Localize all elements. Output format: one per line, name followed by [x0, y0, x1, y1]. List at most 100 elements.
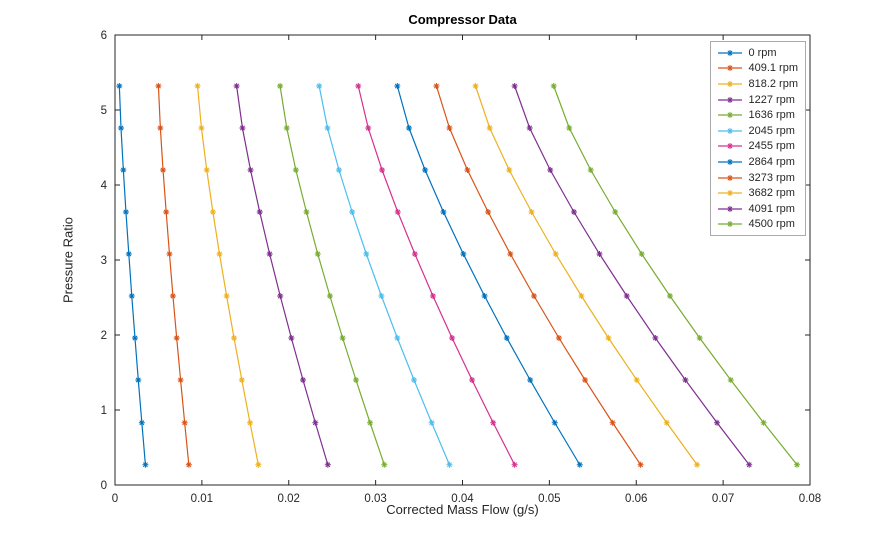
legend-label: 0 rpm [748, 46, 777, 59]
series-marker [132, 335, 138, 341]
series-marker [429, 420, 435, 426]
series-marker [353, 377, 359, 383]
legend-label: 1227 rpm [748, 93, 795, 106]
series-marker [381, 462, 387, 468]
series-4091-rpm [511, 83, 753, 468]
series-marker [239, 125, 245, 131]
series-line [157, 85, 190, 465]
series-marker [178, 377, 184, 383]
legend-item: 3273 rpm [717, 170, 798, 186]
series-marker [257, 209, 263, 215]
series-marker [231, 335, 237, 341]
series-marker [378, 293, 384, 299]
series-marker [761, 420, 767, 426]
series-marker [267, 251, 273, 257]
series-marker [395, 209, 401, 215]
series-marker [166, 251, 172, 257]
series-marker [411, 377, 417, 383]
x-tick-label: 0.02 [278, 493, 300, 505]
series-marker [610, 420, 616, 426]
legend-item: 2864 rpm [717, 154, 798, 170]
legend-line-marker-icon [718, 190, 743, 197]
series-marker [349, 209, 355, 215]
legend-item: 4500 rpm [717, 217, 798, 233]
series-4500-rpm [550, 83, 800, 468]
series-line [435, 85, 642, 466]
legend-line-marker-icon [718, 80, 743, 87]
series-1636-rpm [277, 83, 388, 468]
series-marker [157, 125, 163, 131]
series-marker [135, 377, 141, 383]
y-tick-label: 0 [101, 480, 107, 492]
x-tick-label: 0.01 [191, 493, 213, 505]
series-marker [728, 377, 734, 383]
legend-item: 1227 rpm [717, 92, 798, 108]
series-marker [210, 209, 216, 215]
x-tick-label: 0.04 [451, 493, 474, 505]
series-line [279, 85, 385, 465]
series-3273-rpm [433, 83, 644, 468]
series-marker [139, 420, 145, 426]
x-tick-label: 0.07 [712, 493, 734, 505]
series-marker [571, 209, 577, 215]
series-marker [336, 167, 342, 173]
series-marker [746, 462, 752, 468]
series-marker [597, 251, 602, 257]
series-marker [556, 335, 562, 341]
series-marker [529, 209, 535, 215]
series-marker [664, 420, 670, 426]
series-line [514, 85, 750, 466]
series-marker [464, 167, 470, 173]
y-tick-label: 3 [101, 255, 107, 267]
series-marker [547, 167, 553, 173]
series-marker [440, 209, 446, 215]
legend-label: 818.2 rpm [748, 77, 798, 90]
series-marker [394, 335, 400, 341]
series-marker [123, 209, 129, 215]
legend-label: 2455 rpm [748, 140, 795, 153]
series-marker [794, 462, 800, 468]
legend-item: 3682 rpm [717, 185, 798, 201]
series-marker [531, 293, 537, 299]
series-marker [639, 251, 645, 257]
series-marker [605, 335, 611, 341]
series-marker [551, 83, 557, 89]
series-marker [325, 462, 331, 468]
series-marker [446, 462, 452, 468]
series-marker [142, 462, 148, 468]
series-marker [277, 83, 283, 89]
series-marker [694, 462, 700, 468]
series-marker [667, 293, 673, 299]
series-line [118, 85, 147, 465]
series-marker [129, 293, 135, 299]
legend-label: 3682 rpm [748, 187, 795, 200]
legend-line-marker-icon [718, 96, 743, 103]
series-marker [248, 167, 253, 173]
series-marker [577, 462, 583, 468]
series-marker [160, 167, 166, 173]
series-marker [126, 251, 132, 257]
series-marker [588, 167, 594, 173]
series-marker [652, 335, 658, 341]
series-marker [155, 83, 161, 89]
series-marker [490, 420, 496, 426]
series-line [318, 85, 451, 465]
series-marker [174, 335, 180, 341]
series-marker [460, 251, 466, 257]
series-marker [566, 125, 572, 131]
series-marker [300, 377, 306, 383]
series-marker [315, 251, 321, 257]
legend-label: 1636 rpm [748, 109, 795, 122]
series-marker [116, 83, 122, 89]
series-marker [118, 125, 124, 131]
y-tick-label: 5 [101, 105, 107, 117]
series-marker [170, 293, 176, 299]
legend-label: 4091 rpm [748, 202, 795, 215]
y-tick-label: 1 [101, 405, 107, 417]
series-1227-rpm [233, 83, 331, 468]
series-marker [303, 209, 309, 215]
series-marker [195, 83, 201, 89]
legend-line-marker-icon [718, 205, 743, 212]
